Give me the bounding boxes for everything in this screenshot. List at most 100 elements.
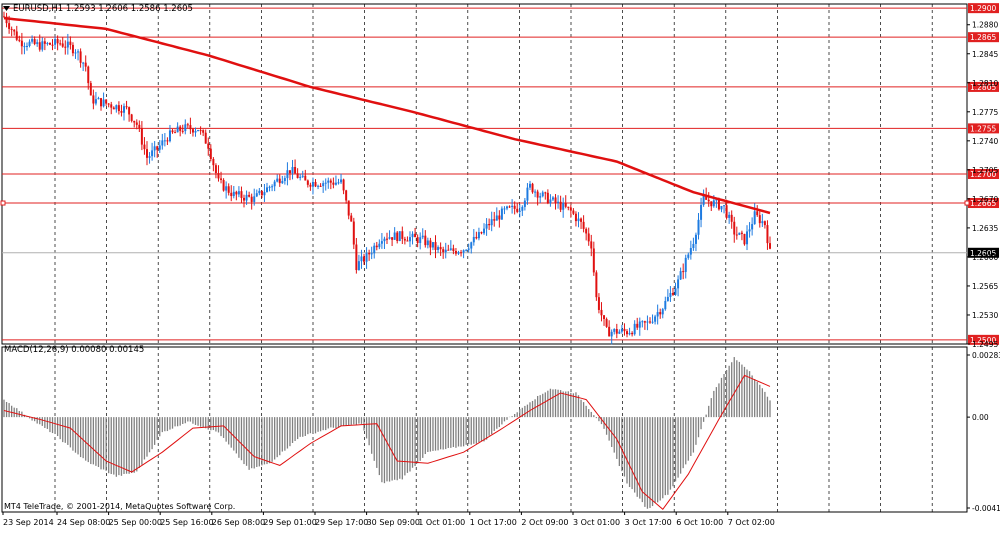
candle[interactable] bbox=[416, 234, 419, 248]
candle[interactable] bbox=[61, 37, 64, 48]
candle[interactable] bbox=[41, 37, 44, 52]
candle[interactable] bbox=[705, 187, 708, 200]
candle[interactable] bbox=[340, 173, 343, 184]
candle[interactable] bbox=[631, 331, 634, 337]
candle[interactable] bbox=[569, 204, 572, 218]
candle[interactable] bbox=[677, 275, 680, 297]
horizontal-levels[interactable]: 1.2900 1.2865 1.2805 1.2755 1.2700 1.2665 1.25… bbox=[0, 3, 999, 345]
candle[interactable] bbox=[534, 189, 537, 198]
candle[interactable] bbox=[237, 186, 240, 198]
candle[interactable] bbox=[439, 242, 442, 256]
dropdown-triangle-icon[interactable] bbox=[3, 6, 10, 11]
candle[interactable] bbox=[43, 37, 46, 51]
candle[interactable] bbox=[615, 323, 618, 339]
candle[interactable] bbox=[460, 249, 463, 257]
candle[interactable] bbox=[585, 227, 588, 241]
candle[interactable] bbox=[171, 129, 174, 134]
candle[interactable] bbox=[84, 55, 87, 72]
candle[interactable] bbox=[582, 215, 585, 233]
candle[interactable] bbox=[508, 205, 511, 208]
candle[interactable] bbox=[391, 237, 394, 247]
candle[interactable] bbox=[79, 48, 82, 68]
candle[interactable] bbox=[227, 183, 230, 196]
candle[interactable] bbox=[454, 248, 457, 256]
candle[interactable] bbox=[373, 242, 376, 259]
candle[interactable] bbox=[36, 39, 39, 47]
candle[interactable] bbox=[248, 191, 251, 198]
candle[interactable] bbox=[684, 254, 687, 279]
candle[interactable] bbox=[357, 254, 360, 271]
candle[interactable] bbox=[447, 244, 450, 251]
candle[interactable] bbox=[414, 227, 417, 238]
candle[interactable] bbox=[5, 12, 8, 28]
candle[interactable] bbox=[475, 231, 478, 240]
candle[interactable] bbox=[518, 204, 521, 218]
candle[interactable] bbox=[528, 180, 531, 191]
candle[interactable] bbox=[669, 286, 672, 302]
candle[interactable] bbox=[235, 190, 238, 201]
candle[interactable] bbox=[689, 240, 692, 260]
candle[interactable] bbox=[263, 184, 266, 202]
candle[interactable] bbox=[281, 175, 284, 184]
candle[interactable] bbox=[135, 119, 138, 130]
candle[interactable] bbox=[595, 270, 598, 301]
candle[interactable] bbox=[386, 232, 388, 245]
candle[interactable] bbox=[564, 195, 567, 209]
candle[interactable] bbox=[276, 174, 279, 183]
candle[interactable] bbox=[442, 246, 445, 259]
candle[interactable] bbox=[148, 152, 151, 164]
candle[interactable] bbox=[23, 42, 26, 55]
candle[interactable] bbox=[243, 194, 246, 208]
candle[interactable] bbox=[495, 207, 498, 221]
candle[interactable] bbox=[347, 200, 350, 220]
candle[interactable] bbox=[28, 39, 31, 48]
candle[interactable] bbox=[176, 122, 179, 133]
candle[interactable] bbox=[498, 210, 501, 228]
candle[interactable] bbox=[431, 242, 434, 251]
candle[interactable] bbox=[306, 179, 309, 188]
candle[interactable] bbox=[352, 217, 355, 250]
candle[interactable] bbox=[472, 229, 475, 246]
candle[interactable] bbox=[273, 179, 276, 192]
candle[interactable] bbox=[15, 25, 18, 42]
candle[interactable] bbox=[92, 89, 95, 110]
candle[interactable] bbox=[465, 249, 468, 252]
candle[interactable] bbox=[334, 175, 337, 186]
candle[interactable] bbox=[592, 241, 595, 276]
candle[interactable] bbox=[694, 232, 697, 252]
candle[interactable] bbox=[64, 40, 67, 55]
candle[interactable] bbox=[452, 244, 455, 255]
candle[interactable] bbox=[444, 242, 447, 259]
candle[interactable] bbox=[567, 206, 570, 211]
candle[interactable] bbox=[107, 103, 110, 108]
candle[interactable] bbox=[97, 96, 100, 100]
candle[interactable] bbox=[59, 39, 62, 46]
candle[interactable] bbox=[20, 32, 23, 55]
candle[interactable] bbox=[406, 236, 409, 242]
candle[interactable] bbox=[551, 196, 554, 202]
candle[interactable] bbox=[120, 104, 123, 117]
candle[interactable] bbox=[365, 247, 368, 269]
candle[interactable] bbox=[531, 182, 534, 194]
candle[interactable] bbox=[225, 181, 228, 199]
candle[interactable] bbox=[554, 194, 557, 210]
candle[interactable] bbox=[608, 320, 611, 337]
candle[interactable] bbox=[380, 233, 383, 249]
candle[interactable] bbox=[151, 142, 154, 161]
candle[interactable] bbox=[587, 227, 590, 246]
candle[interactable] bbox=[317, 184, 320, 190]
candle[interactable] bbox=[184, 119, 187, 135]
candle[interactable] bbox=[110, 101, 113, 115]
candle[interactable] bbox=[46, 41, 49, 46]
candle[interactable] bbox=[161, 133, 164, 150]
candle[interactable] bbox=[314, 179, 317, 188]
candle[interactable] bbox=[493, 211, 496, 227]
candle[interactable] bbox=[700, 197, 703, 228]
candle[interactable] bbox=[288, 170, 291, 181]
candle[interactable] bbox=[725, 199, 728, 220]
candle[interactable] bbox=[646, 315, 649, 331]
candle[interactable] bbox=[483, 223, 486, 235]
candle[interactable] bbox=[3, 11, 5, 18]
